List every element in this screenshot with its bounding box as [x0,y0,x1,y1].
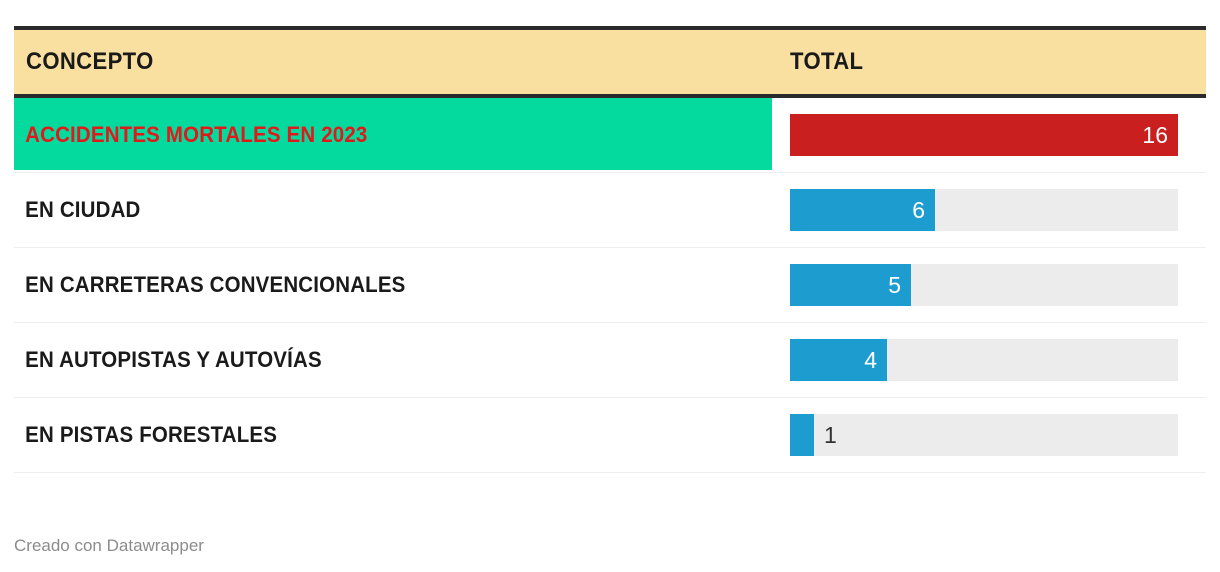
bar-fill: 16 [790,114,1178,156]
row-label: EN CARRETERAS CONVENCIONALES [25,272,406,297]
bar-fill: 4 [790,339,887,381]
bar-value: 6 [912,196,925,223]
bar-track: 1 [790,414,1178,456]
table-header: CONCEPTO TOTAL [14,26,1206,98]
bar-track: 6 [790,189,1178,231]
row-label: EN CIUDAD [25,197,141,222]
bar-cell: 4 [790,323,1178,397]
bar-cell: 16 [790,98,1178,172]
row-label: EN PISTAS FORESTALES [25,422,278,447]
bar-cell: 1 [790,398,1178,472]
table-body: ACCIDENTES MORTALES EN 2023 16 EN CIUDAD… [14,98,1206,473]
bar-value: 16 [1142,121,1168,148]
table-row[interactable]: EN AUTOPISTAS Y AUTOVÍAS 4 [14,323,1206,398]
table-row[interactable]: EN PISTAS FORESTALES 1 [14,398,1206,473]
bar-track: 5 [790,264,1178,306]
bar-track: 4 [790,339,1178,381]
datawrapper-credit[interactable]: Creado con Datawrapper [14,536,204,555]
bar-cell: 6 [790,173,1178,247]
bar-value: 4 [864,346,877,373]
column-header-total: TOTAL [790,48,864,75]
table-row[interactable]: EN CIUDAD 6 [14,173,1206,248]
table-row[interactable]: ACCIDENTES MORTALES EN 2023 16 [14,98,1206,173]
table-row[interactable]: EN CARRETERAS CONVENCIONALES 5 [14,248,1206,323]
bar-value: 5 [888,271,901,298]
column-header-concepto: CONCEPTO [26,48,154,75]
bar-fill [790,414,814,456]
row-label: EN AUTOPISTAS Y AUTOVÍAS [25,347,322,372]
bar-fill: 5 [790,264,911,306]
bar-cell: 5 [790,248,1178,322]
row-label: ACCIDENTES MORTALES EN 2023 [25,122,368,147]
bar-track: 16 [790,114,1178,156]
bar-value: 1 [824,421,837,448]
bar-fill: 6 [790,189,935,231]
datawrapper-table-chart: CONCEPTO TOTAL ACCIDENTES MORTALES EN 20… [0,26,1220,572]
row-highlight-background [14,98,772,170]
